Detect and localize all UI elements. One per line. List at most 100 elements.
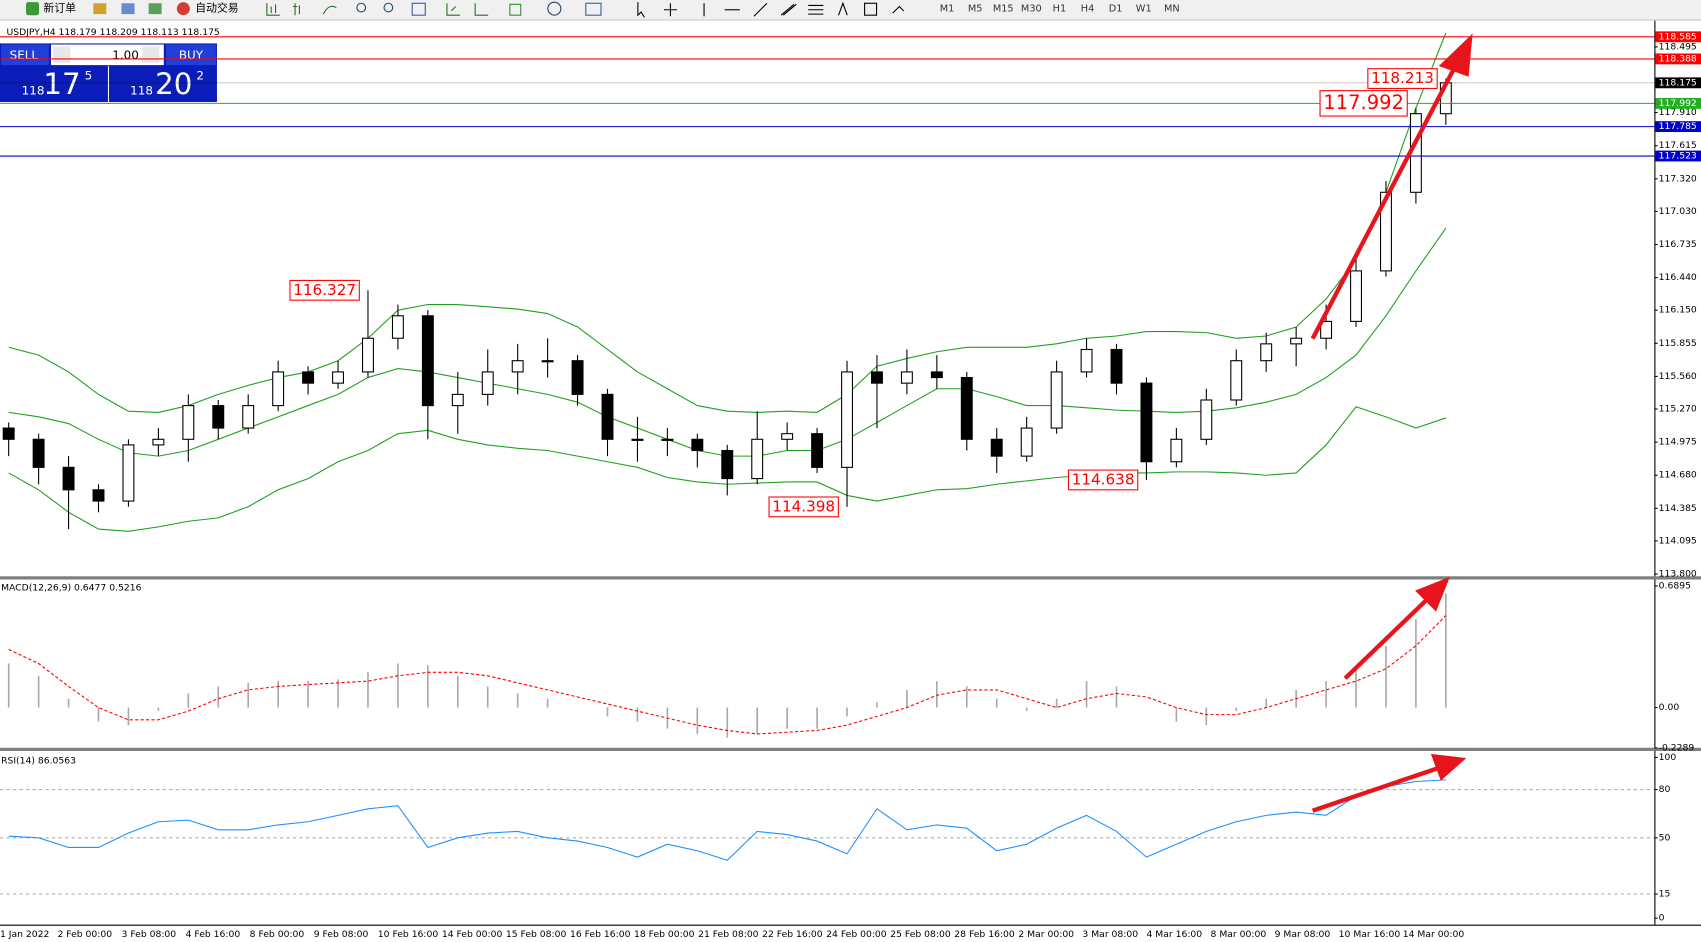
y-tick-label: 116.440	[1659, 272, 1697, 283]
toolbar	[0, 0, 1701, 20]
x-tick-label: 14 Mar 00:00	[1403, 929, 1465, 940]
lot-input[interactable]	[50, 44, 164, 66]
icon[interactable]	[93, 3, 107, 15]
x-tick-label: 14 Feb 00:00	[442, 929, 503, 940]
x-tick-label: 9 Mar 08:00	[1275, 929, 1331, 940]
candle-body	[122, 444, 135, 502]
y-tick-label: 100	[1659, 752, 1677, 763]
candle-body	[1020, 427, 1033, 457]
price-label-bg	[1655, 77, 1701, 89]
toolbar-button[interactable]: 自动交易	[195, 1, 238, 15]
arrow-head	[1415, 576, 1450, 612]
candle-body	[541, 360, 554, 363]
candle-body	[1200, 399, 1213, 440]
signal-line	[8, 615, 1447, 735]
candle-body	[1380, 191, 1392, 272]
y-tick-label: 117.030	[1659, 206, 1697, 217]
sell-label[interactable]: SELL	[10, 48, 39, 62]
x-tick-label: 10 Mar 16:00	[1339, 929, 1401, 940]
price-annotation-box	[1319, 90, 1408, 117]
timeframe[interactable]: M30	[1021, 4, 1042, 15]
arrow-head	[1430, 753, 1467, 781]
price-label-bg	[1655, 53, 1701, 65]
price-label: 118.585	[1659, 31, 1697, 42]
arrow-head	[1438, 33, 1473, 77]
toolbar-button[interactable]: 新订单	[43, 1, 76, 15]
buy-button[interactable]	[165, 44, 216, 66]
buy-label[interactable]: BUY	[179, 48, 204, 62]
lot-down[interactable]	[53, 46, 71, 63]
sell-price-big: 118	[22, 84, 45, 98]
autotrade-icon[interactable]	[176, 2, 190, 16]
icon[interactable]	[121, 3, 135, 15]
candle-body	[960, 376, 973, 440]
candle-body	[811, 433, 824, 468]
lot-value[interactable]: 1.00	[112, 48, 139, 62]
candle-body	[571, 360, 584, 395]
lot-up[interactable]	[142, 46, 160, 63]
price-label: 117.523	[1659, 151, 1697, 162]
buy-price-big: 118	[130, 84, 153, 98]
price-label: 118.388	[1659, 53, 1697, 64]
candle-body	[182, 405, 195, 440]
timeframe[interactable]: MN	[1164, 4, 1180, 15]
x-tick-label: 16 Feb 16:00	[570, 929, 631, 940]
candle-body	[451, 393, 464, 407]
x-tick-label: 25 Feb 08:00	[890, 929, 951, 940]
candle-body	[1320, 320, 1333, 339]
timeframe[interactable]: M1	[940, 4, 955, 15]
toolbar-icons	[266, 1, 905, 18]
candle-body	[421, 315, 434, 407]
timeframe[interactable]: W1	[1136, 4, 1152, 15]
price-label: 118.175	[1659, 77, 1697, 88]
sell-button[interactable]	[1, 44, 49, 66]
price-annotation: 116.327	[293, 281, 356, 299]
y-tick-label: 115.855	[1659, 338, 1697, 349]
price-label: 117.992	[1659, 98, 1697, 109]
candle-body	[871, 371, 883, 384]
y-tick-label: 115.560	[1659, 371, 1697, 382]
y-tick-label: 117.615	[1659, 140, 1697, 151]
pane-separator	[0, 576, 1701, 580]
arrow	[1310, 61, 1459, 340]
icon[interactable]	[148, 3, 162, 15]
price-label: 117.785	[1659, 121, 1697, 132]
candle-body	[1050, 371, 1063, 429]
y-tick-label: 50	[1659, 832, 1671, 843]
candle-body	[1110, 348, 1123, 384]
arrow	[1311, 765, 1442, 813]
price-annotation: 114.638	[1072, 470, 1135, 488]
candle-body	[661, 438, 674, 441]
timeframe[interactable]: M15	[993, 4, 1014, 15]
candle-body	[601, 393, 614, 440]
timeframe[interactable]: H1	[1053, 4, 1067, 15]
price-label-bg	[1655, 31, 1701, 43]
y-tick-label: 114.385	[1659, 503, 1697, 514]
candle-body	[1350, 270, 1362, 322]
y-tick-label: 117.320	[1659, 173, 1697, 184]
new-order-icon[interactable]	[26, 2, 40, 16]
candle-body	[2, 427, 15, 440]
rsi-line	[8, 779, 1446, 861]
y-tick-label: 0.00	[1659, 702, 1680, 713]
chart-area	[0, 20, 1655, 925]
y-tick-label: 115.270	[1659, 403, 1697, 414]
trend-arrows	[1310, 33, 1473, 813]
timeframe[interactable]: M5	[968, 4, 983, 15]
timeframe[interactable]: D1	[1109, 4, 1123, 15]
arrow	[1343, 593, 1434, 680]
price-annotation-box	[1067, 469, 1139, 491]
candle-body	[1170, 438, 1183, 463]
y-tick-label: 0	[1659, 913, 1665, 924]
candle-body	[302, 371, 315, 384]
rsi-title: RSI(14) 86.0563	[1, 755, 76, 766]
x-tick-label: 4 Feb 16:00	[186, 929, 241, 940]
x-tick-label: 8 Mar 00:00	[1211, 929, 1267, 940]
candle-body	[841, 371, 853, 468]
sell-price-small: 5	[85, 68, 93, 82]
timeframe[interactable]: H4	[1081, 4, 1095, 15]
candle-body	[1080, 348, 1093, 373]
